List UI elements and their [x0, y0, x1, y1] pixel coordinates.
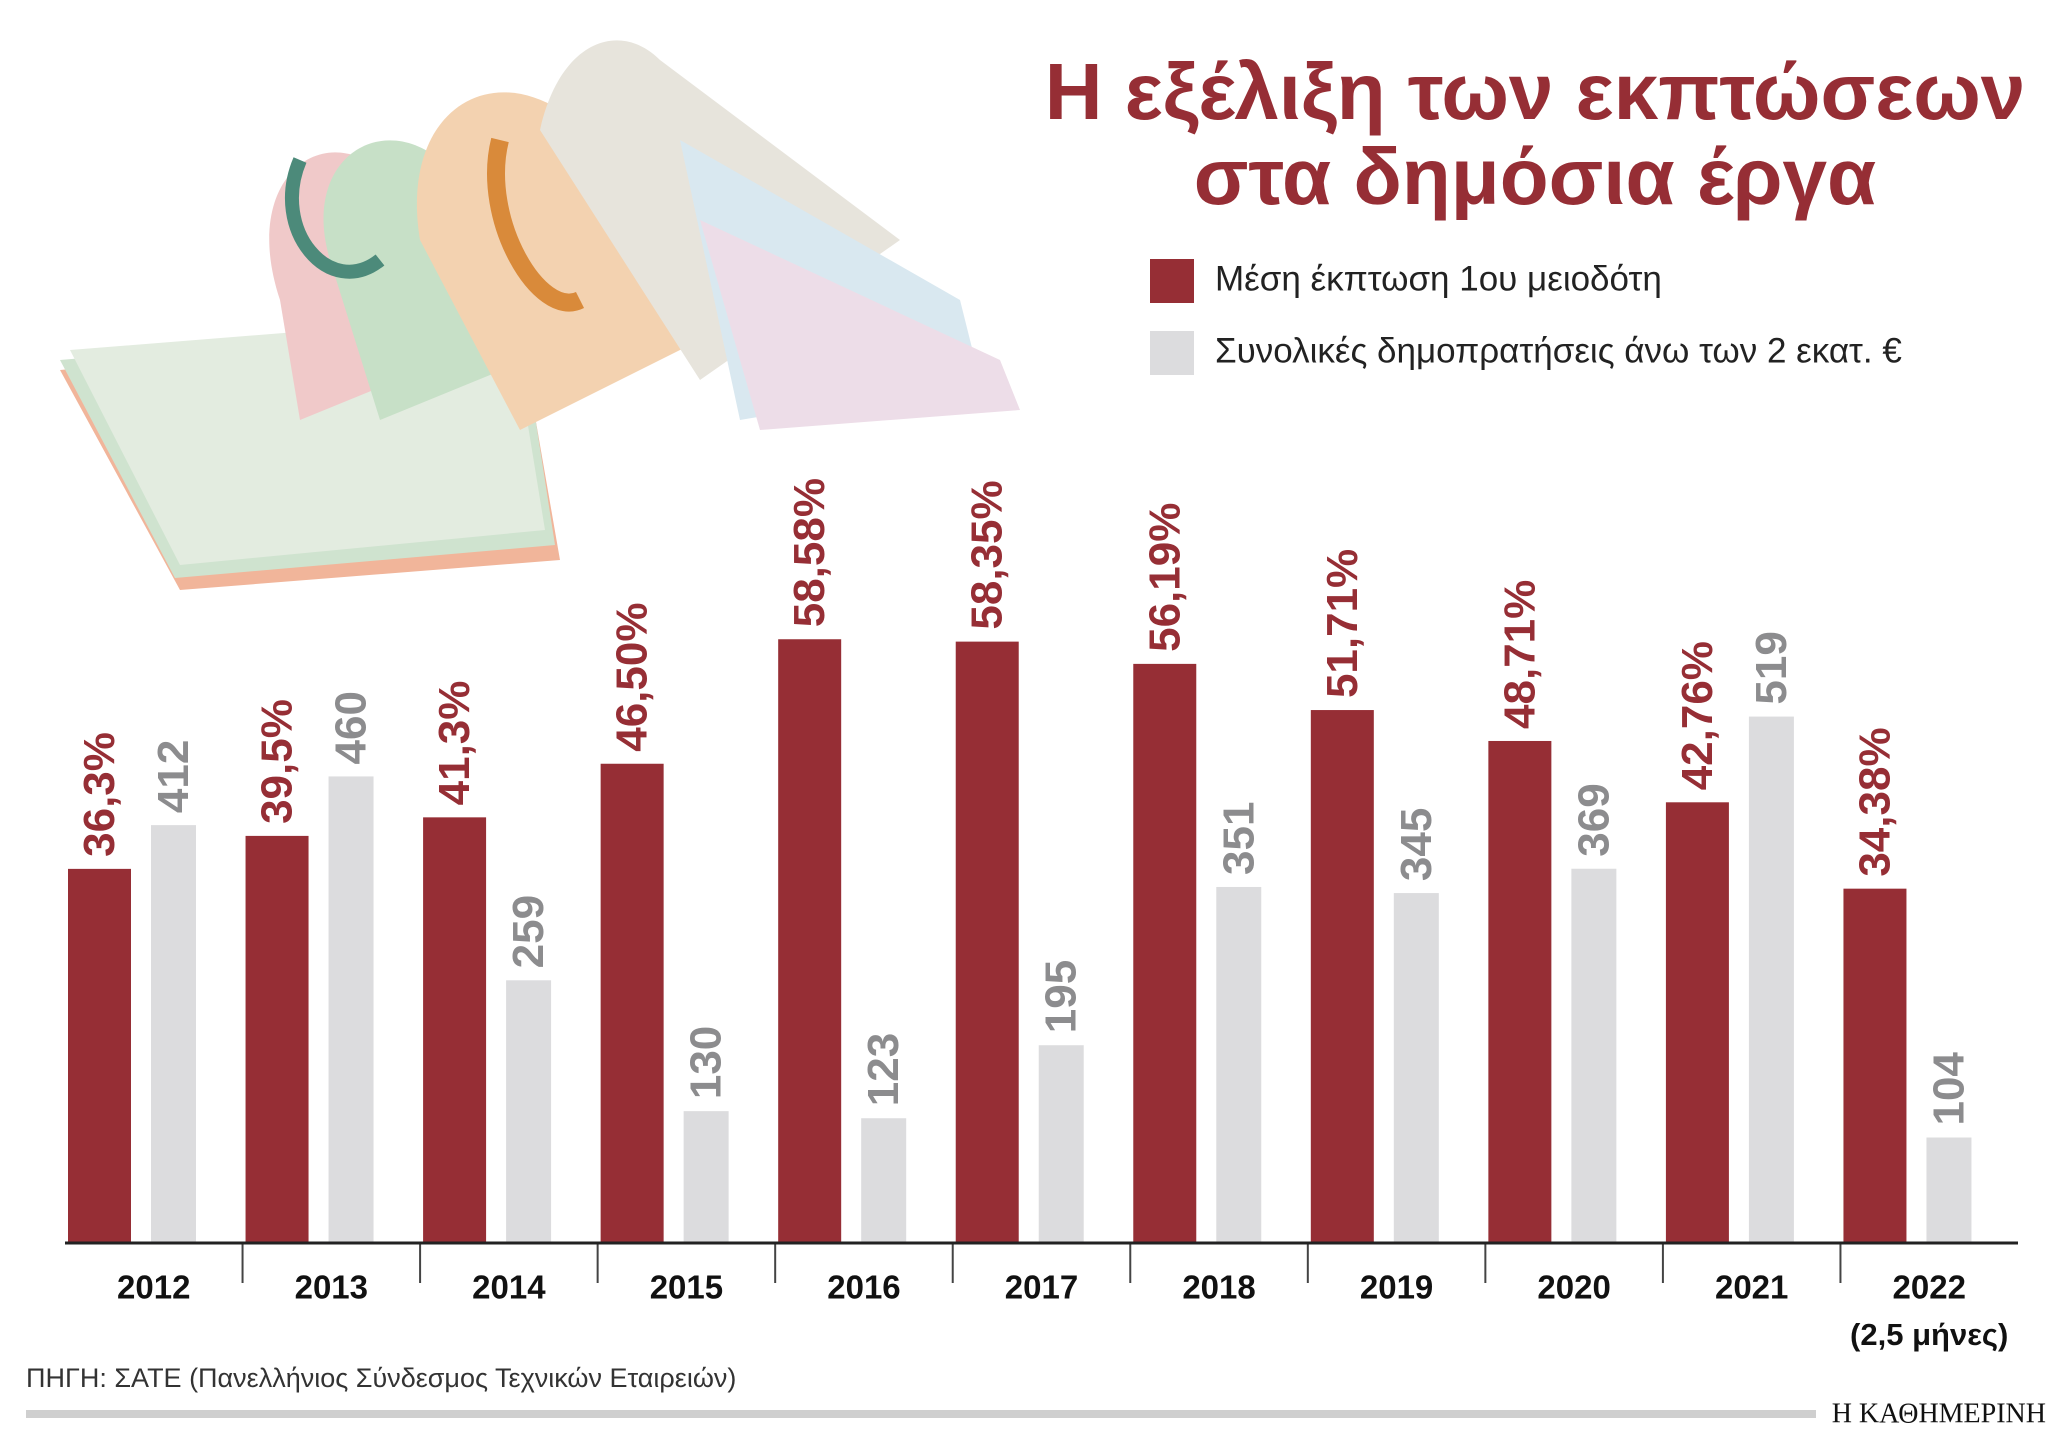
bar — [1133, 663, 1197, 1243]
x-tick-label: 2012 — [117, 1269, 190, 1306]
data-label: 412 — [149, 740, 198, 813]
data-label: 259 — [504, 895, 553, 968]
bar — [683, 1111, 729, 1243]
bar — [778, 639, 842, 1243]
data-label: 48,71% — [1495, 580, 1544, 729]
data-label: 42,76% — [1673, 641, 1722, 790]
x-tick-label: 2013 — [295, 1269, 368, 1306]
data-label: 369 — [1569, 783, 1618, 856]
data-label: 46,50% — [608, 603, 657, 752]
data-label: 104 — [1924, 1052, 1973, 1126]
data-label: 58,35% — [963, 480, 1012, 629]
x-tick-label: 2015 — [650, 1269, 723, 1306]
bar — [600, 763, 664, 1243]
bar — [1393, 893, 1439, 1243]
bar — [151, 825, 196, 1243]
data-label: 351 — [1214, 802, 1263, 875]
bar — [861, 1118, 907, 1243]
data-label: 34,38% — [1850, 727, 1899, 876]
footer-rule — [26, 1410, 1816, 1418]
bar — [328, 776, 374, 1243]
bar — [1843, 888, 1907, 1243]
data-label: 460 — [327, 691, 376, 764]
bar — [955, 641, 1019, 1243]
data-label: 195 — [1037, 960, 1086, 1033]
legend-label: Συνολικές δημοπρατήσεις άνω των 2 εκατ. … — [1215, 331, 1902, 370]
bar — [506, 980, 552, 1243]
data-label: 130 — [682, 1026, 731, 1099]
bar — [1310, 710, 1374, 1243]
bar — [1488, 740, 1552, 1243]
legend-swatch — [1150, 331, 1194, 375]
legend-swatch — [1150, 259, 1194, 303]
x-tick-label: 2014 — [472, 1269, 546, 1306]
data-label: 123 — [859, 1033, 908, 1106]
data-label: 56,19% — [1140, 503, 1189, 652]
publisher: Η ΚΑΘΗΜΕΡΙΝΗ — [1832, 1398, 2046, 1429]
x-tick-label: 2016 — [827, 1269, 900, 1306]
x-tick-label: 2019 — [1360, 1269, 1433, 1306]
bar — [1926, 1137, 1972, 1243]
bar — [245, 835, 309, 1243]
x-tick-label: 2017 — [1005, 1269, 1078, 1306]
data-label: 39,5% — [253, 699, 302, 824]
x-tick-label: 2020 — [1537, 1269, 1610, 1306]
bar — [1216, 886, 1262, 1243]
source: ΠΗΓΗ: ΣΑΤΕ (Πανελλήνιος Σύνδεσμος Τεχνικ… — [26, 1363, 736, 1393]
bar — [423, 817, 487, 1243]
data-label: 519 — [1747, 631, 1796, 704]
data-label: 51,71% — [1318, 549, 1367, 698]
bar — [68, 868, 131, 1243]
data-label: 41,3% — [430, 681, 479, 806]
x-tick-label: 2021 — [1715, 1269, 1788, 1306]
data-label: 36,3% — [75, 732, 124, 857]
bar — [1665, 802, 1729, 1243]
annotation: (2,5 μήνες) — [1850, 1317, 2008, 1352]
chart-title: στα δημόσια έργα — [1194, 132, 1876, 221]
bar — [1571, 868, 1617, 1243]
x-tick-label: 2018 — [1182, 1269, 1255, 1306]
data-label: 58,58% — [785, 478, 834, 627]
data-label: 345 — [1392, 808, 1441, 881]
banknotes-illustration — [60, 40, 1020, 590]
bar — [1748, 716, 1794, 1243]
x-tick-label: 2022 — [1893, 1269, 1966, 1306]
chart-title: Η εξέλιξη των εκπτώσεων — [1045, 47, 2026, 136]
bar — [1038, 1045, 1084, 1243]
legend-label: Μέση έκπτωση 1ου μειοδότη — [1215, 259, 1662, 298]
